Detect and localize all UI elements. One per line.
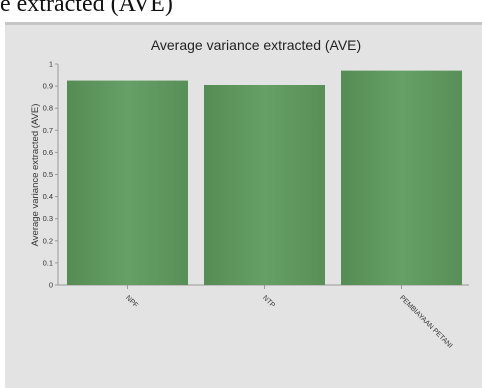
- bar-pembiayaan-petani: [341, 70, 462, 285]
- bar-ntp: [204, 84, 325, 286]
- y-tick-label: 1: [49, 60, 53, 69]
- chart-title: Average variance extracted (AVE): [151, 37, 361, 53]
- y-tick-label: 0.4: [43, 192, 53, 201]
- y-tick-label: 0.6: [43, 148, 53, 157]
- x-tick-label: NTP: [261, 294, 276, 309]
- y-tick-label: 0.9: [43, 82, 53, 91]
- y-tick-label: 0.3: [43, 214, 53, 223]
- bar-npf: [67, 80, 188, 285]
- y-axis-label: Average variance extracted (AVE): [30, 104, 41, 247]
- x-tick-label: NPF: [124, 294, 139, 309]
- y-tick-label: 0.5: [43, 170, 53, 179]
- y-tick-label: 0.7: [43, 126, 53, 135]
- y-tick-label: 0.2: [43, 236, 53, 245]
- page-heading: e extracted (AVE): [0, 0, 173, 17]
- y-tick-label: 0: [49, 281, 53, 290]
- x-tick-label: PEMBIAYAAN PETANI: [398, 294, 453, 349]
- y-tick-label: 0.1: [43, 258, 53, 267]
- y-tick-label: 0.8: [43, 104, 53, 113]
